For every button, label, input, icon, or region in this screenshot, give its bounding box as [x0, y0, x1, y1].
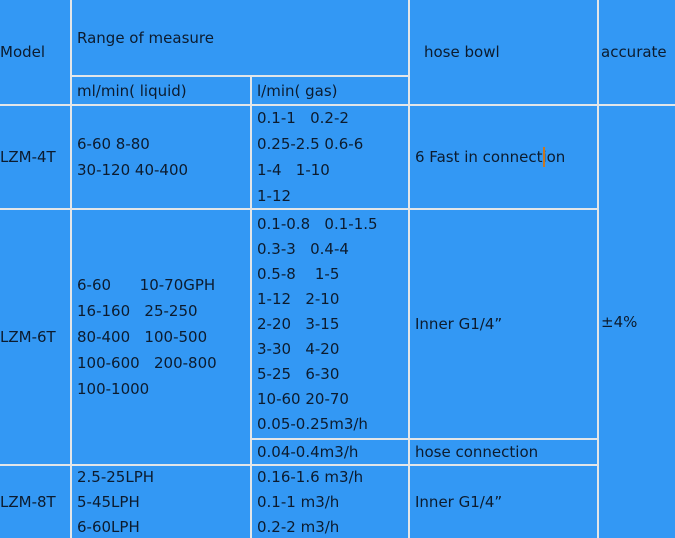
header-hose-bowl-label: hose bowl [424, 43, 500, 61]
lzm4t-gas-range-values: 0.1-1 0.2-2 0.25-2.5 0.6-6 1-4 1-10 1-12 [257, 109, 364, 205]
lzm8t-gas-range-values: 0.16-1.6 m3/h 0.1-1 m3/h 0.2-2 m3/h [257, 467, 364, 536]
lzm8t-hose-bowl-text: Inner G1/4” [415, 493, 503, 511]
lzm4t-hose-bowl-cell[interactable]: 6 Fast in connection [410, 106, 597, 208]
lzm8t-liquid-range-cell: 2.5-25LPH 5-45LPH 6-60LPH [72, 466, 250, 538]
header-range-of-measure-cell: Range of measure [72, 0, 408, 75]
text-cursor-caret [543, 147, 545, 167]
lzm8t-liquid-range-values: 2.5-25LPH 5-45LPH 6-60LPH [77, 467, 155, 536]
subrow-gas-range-value: 0.04-0.4m3/h [257, 443, 359, 461]
header-range-of-measure-label: Range of measure [77, 28, 214, 47]
subrow-gas-range-cell: 0.04-0.4m3/h [252, 440, 408, 464]
lzm4t-gas-range-cell: 0.1-1 0.2-2 0.25-2.5 0.6-6 1-4 1-10 1-12 [252, 106, 408, 208]
lzm6t-hose-bowl-text: Inner G1/4” [415, 315, 503, 333]
subrow-hose-connection-text: hose connection [415, 443, 539, 461]
header-liquid-unit-cell: ml/min( liquid) [72, 77, 250, 104]
header-gas-unit-cell: l/min( gas) [252, 77, 408, 104]
lzm6t-model-label: LZM-6T [0, 328, 56, 346]
header-gas-unit-label: l/min( gas) [257, 81, 338, 100]
subrow-hose-connection-cell: hose connection [410, 440, 597, 464]
header-hose-bowl-cell: hose bowl [410, 0, 597, 104]
lzm6t-gas-range-values: 0.1-0.8 0.1-1.5 0.3-3 0.4-4 0.5-8 1-5 1-… [257, 214, 378, 433]
header-model-cell: Model [0, 0, 70, 104]
header-model-label: Model [0, 43, 46, 61]
lzm4t-liquid-range-cell: 6-60 8-80 30-120 40-400 [72, 106, 250, 208]
lzm6t-liquid-range-values: 6-60 10-70GPH 16-160 25-250 80-400 100-5… [77, 276, 217, 398]
lzm6t-liquid-range-cell: 6-60 10-70GPH 16-160 25-250 80-400 100-5… [72, 210, 250, 464]
lzm6t-gas-range-cell: 0.1-0.8 0.1-1.5 0.3-3 0.4-4 0.5-8 1-5 1-… [252, 210, 408, 438]
header-accurate-cell: accurate [599, 0, 675, 104]
lzm6t-hose-bowl-cell: Inner G1/4” [410, 210, 597, 438]
lzm8t-hose-bowl-cell: Inner G1/4” [410, 466, 597, 538]
lzm8t-model-label: LZM-8T [0, 493, 56, 511]
lzm8t-gas-range-cell: 0.16-1.6 m3/h 0.1-1 m3/h 0.2-2 m3/h [252, 466, 408, 538]
header-accurate-label: accurate [601, 43, 667, 61]
lzm8t-model-cell: LZM-8T [0, 466, 70, 538]
lzm4t-liquid-range-values: 6-60 8-80 30-120 40-400 [77, 135, 189, 179]
lzm4t-model-cell: LZM-4T [0, 106, 70, 208]
lzm6t-model-cell: LZM-6T [0, 210, 70, 464]
accuracy-value: ±4% [601, 313, 638, 331]
header-liquid-unit-label: ml/min( liquid) [77, 81, 187, 100]
accuracy-value-cell: ±4% [599, 106, 675, 538]
lzm4t-model-label: LZM-4T [0, 148, 56, 166]
